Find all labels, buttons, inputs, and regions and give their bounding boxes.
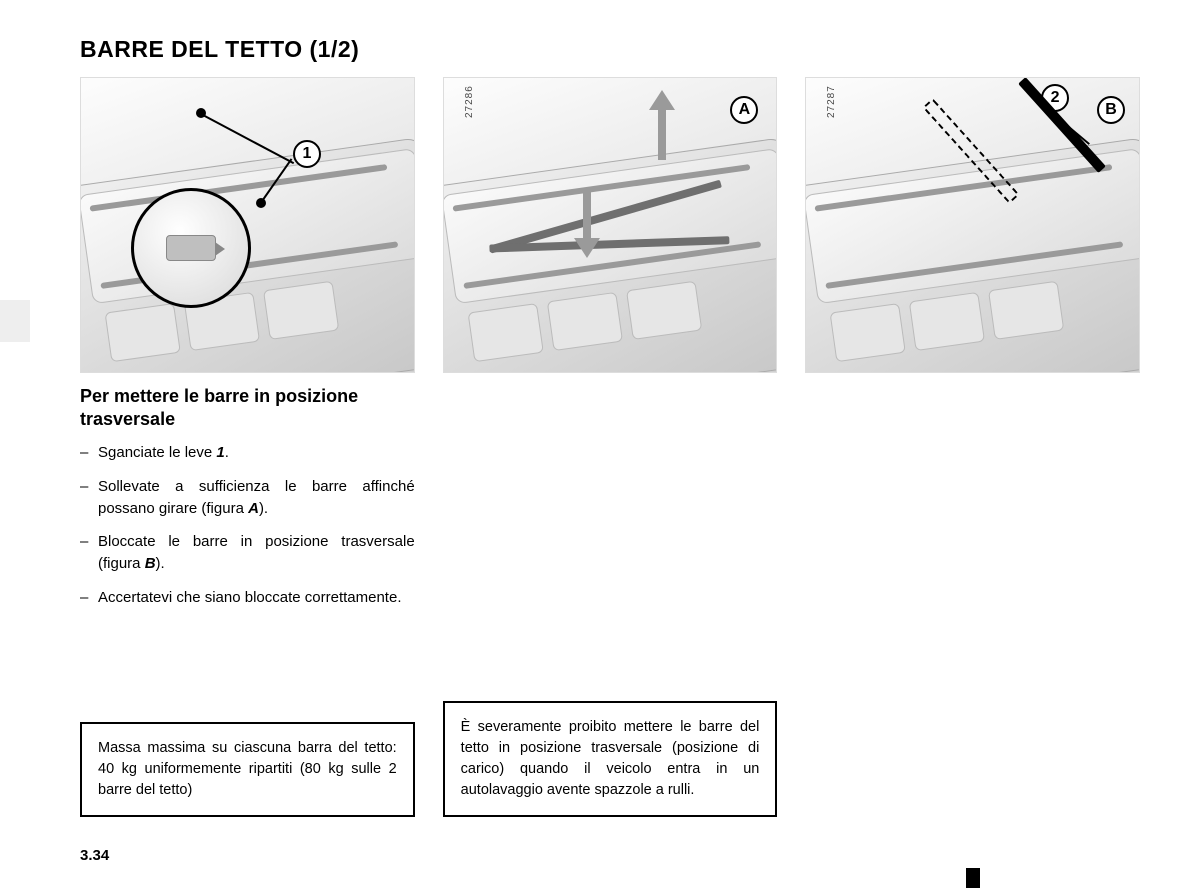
column-1: 27904 1 Per metter — [80, 77, 415, 817]
figure-2-id: 27286 — [464, 85, 475, 118]
figure-1-id: 27904 — [413, 85, 415, 118]
title-main: BARRE DEL TETTO — [80, 36, 310, 62]
vehicle-illustration-3 — [805, 137, 1140, 373]
figure-letter-b: B — [1097, 96, 1125, 124]
footer-crop-mark — [966, 868, 980, 888]
figure-2: 27286 A — [443, 77, 778, 373]
detail-zoom-circle — [131, 188, 251, 308]
page-title: BARRE DEL TETTO (1/2) — [80, 36, 1140, 63]
page-number: 3.34 — [80, 847, 109, 864]
arrow-down-icon — [574, 188, 600, 258]
list-item: Sollevate a sufficienza le barre affinch… — [80, 476, 415, 520]
column-3: 27287 2 B — [805, 77, 1140, 817]
content-columns: 27904 1 Per metter — [80, 77, 1140, 817]
instruction-list: Sganciate le leve 1. Sollevate a suffici… — [80, 442, 415, 621]
figure-3: 27287 2 B — [805, 77, 1140, 373]
note-box-mass: Massa massima su ciascuna barra del tett… — [80, 722, 415, 817]
lever-icon — [166, 235, 216, 261]
section-subheading: Per mettere le barre in posizione trasve… — [80, 385, 415, 430]
title-sub: (1/2) — [310, 36, 360, 62]
leader-line — [201, 113, 295, 164]
column-2: 27286 A — [443, 77, 778, 817]
callout-1: 1 — [293, 140, 321, 168]
figure-1: 27904 1 — [80, 77, 415, 373]
note-box-warning: È severamente proibito mettere le barre … — [443, 701, 778, 817]
figure-letter-a: A — [730, 96, 758, 124]
manual-page: BARRE DEL TETTO (1/2) 27904 — [0, 0, 1200, 888]
figure-3-id: 27287 — [826, 85, 837, 118]
vehicle-illustration-2 — [443, 137, 778, 373]
list-item: Bloccate le barre in posizione trasversa… — [80, 531, 415, 575]
arrow-up-icon — [649, 90, 675, 160]
list-item: Sganciate le leve 1. — [80, 442, 415, 464]
list-item: Accertatevi che siano bloccate correttam… — [80, 587, 415, 609]
